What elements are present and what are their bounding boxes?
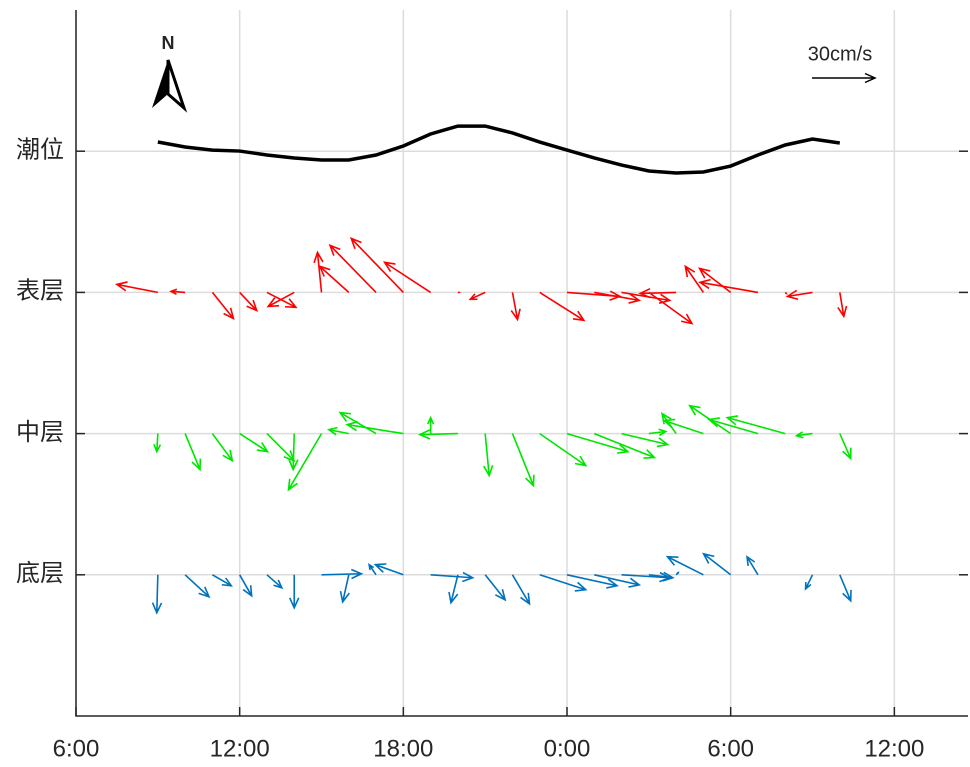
current-vector bbox=[662, 418, 704, 435]
current-vector bbox=[698, 278, 759, 294]
current-vector bbox=[448, 574, 459, 605]
current-vector bbox=[566, 574, 619, 589]
current-vector bbox=[638, 287, 677, 299]
x-tick-label: 12:00 bbox=[864, 735, 924, 762]
current-vector bbox=[417, 429, 458, 440]
current-vector bbox=[784, 291, 788, 295]
current-vector bbox=[566, 432, 630, 454]
north-arrow-left bbox=[152, 60, 168, 108]
current-vector bbox=[746, 555, 759, 576]
current-vector bbox=[211, 291, 235, 320]
current-vector bbox=[698, 267, 732, 294]
current-vector bbox=[707, 417, 759, 435]
current-vector bbox=[702, 552, 732, 576]
current-vector bbox=[184, 433, 202, 472]
current-vector bbox=[266, 291, 295, 308]
north-arrow bbox=[152, 59, 188, 113]
current-vector bbox=[349, 237, 404, 293]
current-vector bbox=[648, 291, 694, 325]
current-vector bbox=[427, 415, 435, 434]
current-vector bbox=[539, 291, 586, 322]
current-vector bbox=[794, 431, 813, 439]
current-vector bbox=[648, 571, 675, 582]
current-vector bbox=[328, 243, 377, 293]
current-vector bbox=[839, 574, 852, 603]
current-vector bbox=[339, 574, 350, 604]
current-vector bbox=[725, 415, 786, 435]
current-vector bbox=[321, 568, 364, 580]
current-vector bbox=[648, 428, 668, 437]
current-vector bbox=[287, 433, 323, 492]
current-vector bbox=[483, 433, 494, 478]
north-label: N bbox=[162, 33, 175, 53]
current-vector bbox=[484, 574, 507, 602]
current-vector bbox=[211, 574, 233, 587]
axis bbox=[75, 10, 968, 717]
current-vector bbox=[511, 574, 531, 606]
scale-label: 30cm/s bbox=[808, 43, 872, 65]
y-tick-label: 表层 bbox=[16, 278, 64, 305]
current-vector bbox=[239, 291, 259, 312]
current-vector bbox=[539, 432, 588, 467]
current-vector bbox=[318, 265, 350, 293]
current-vector bbox=[839, 433, 852, 461]
current-vector bbox=[684, 264, 705, 293]
current-vector bbox=[211, 433, 234, 463]
x-tick-label: 6:00 bbox=[707, 735, 754, 762]
current-vector bbox=[594, 574, 642, 588]
current-vector bbox=[621, 432, 670, 448]
y-tick-label: 中层 bbox=[16, 419, 64, 446]
current-vector bbox=[368, 563, 377, 576]
north-arrow-right bbox=[166, 59, 188, 113]
x-tick-label: 18:00 bbox=[373, 735, 433, 762]
tide-line bbox=[157, 124, 841, 175]
x-tick-label: 12:00 bbox=[210, 735, 270, 762]
current-vector bbox=[665, 555, 704, 576]
current-vector bbox=[468, 291, 486, 301]
current-vector bbox=[345, 420, 404, 435]
current-vector bbox=[539, 574, 588, 592]
current-vector bbox=[114, 281, 158, 294]
current-vector bbox=[382, 261, 432, 294]
current-vector bbox=[153, 433, 162, 454]
current-vector bbox=[238, 574, 253, 598]
x-tick-label: 0:00 bbox=[544, 735, 591, 762]
current-vector bbox=[373, 563, 404, 576]
scale-arrow bbox=[812, 72, 877, 84]
current-vector bbox=[288, 574, 300, 610]
current-vector bbox=[184, 574, 211, 599]
current-vector bbox=[326, 426, 349, 436]
current-vector bbox=[430, 571, 475, 583]
current-vector bbox=[288, 433, 299, 472]
current-vector bbox=[510, 292, 521, 322]
y-tick-label: 潮位 bbox=[16, 137, 64, 164]
current-vector bbox=[785, 289, 813, 301]
current-vector bbox=[239, 432, 270, 453]
current-vector bbox=[511, 433, 535, 488]
current-vector bbox=[266, 433, 296, 463]
current-vector bbox=[169, 288, 186, 296]
current-vector bbox=[675, 571, 680, 576]
current-vector bbox=[804, 574, 814, 591]
y-tick-label: 底层 bbox=[16, 560, 64, 587]
current-vector bbox=[266, 574, 284, 590]
current-vector bbox=[594, 291, 642, 304]
current-vector bbox=[151, 574, 163, 615]
current-vector bbox=[313, 250, 324, 293]
current-vector bbox=[338, 411, 377, 435]
x-tick-label: 6:00 bbox=[53, 735, 100, 762]
current-vector bbox=[593, 432, 657, 459]
current-vector bbox=[837, 292, 848, 319]
